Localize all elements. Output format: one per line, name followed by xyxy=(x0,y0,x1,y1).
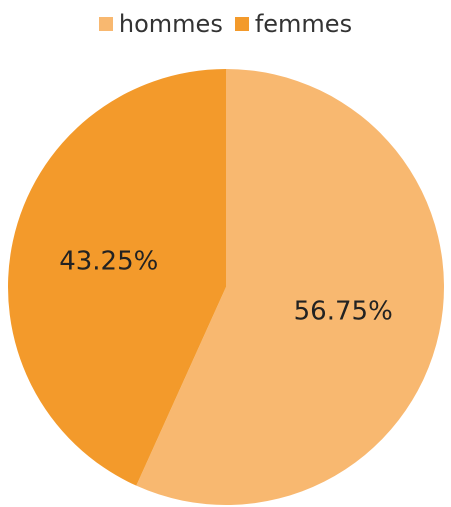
legend-swatch-femmes xyxy=(234,17,249,31)
legend-label-hommes: hommes xyxy=(118,10,223,38)
pie-slice-hommes xyxy=(136,69,445,505)
legend-item-femmes: femmes xyxy=(234,10,353,38)
legend-item-hommes: hommes xyxy=(98,10,223,38)
legend-label-femmes: femmes xyxy=(254,10,353,38)
legend-swatch-hommes xyxy=(98,17,113,31)
slice-label-femmes: 43.25% xyxy=(59,246,158,276)
slice-label-hommes: 56.75% xyxy=(294,297,393,327)
pie-slice-femmes xyxy=(8,69,226,486)
legend: hommes femmes xyxy=(0,10,451,38)
